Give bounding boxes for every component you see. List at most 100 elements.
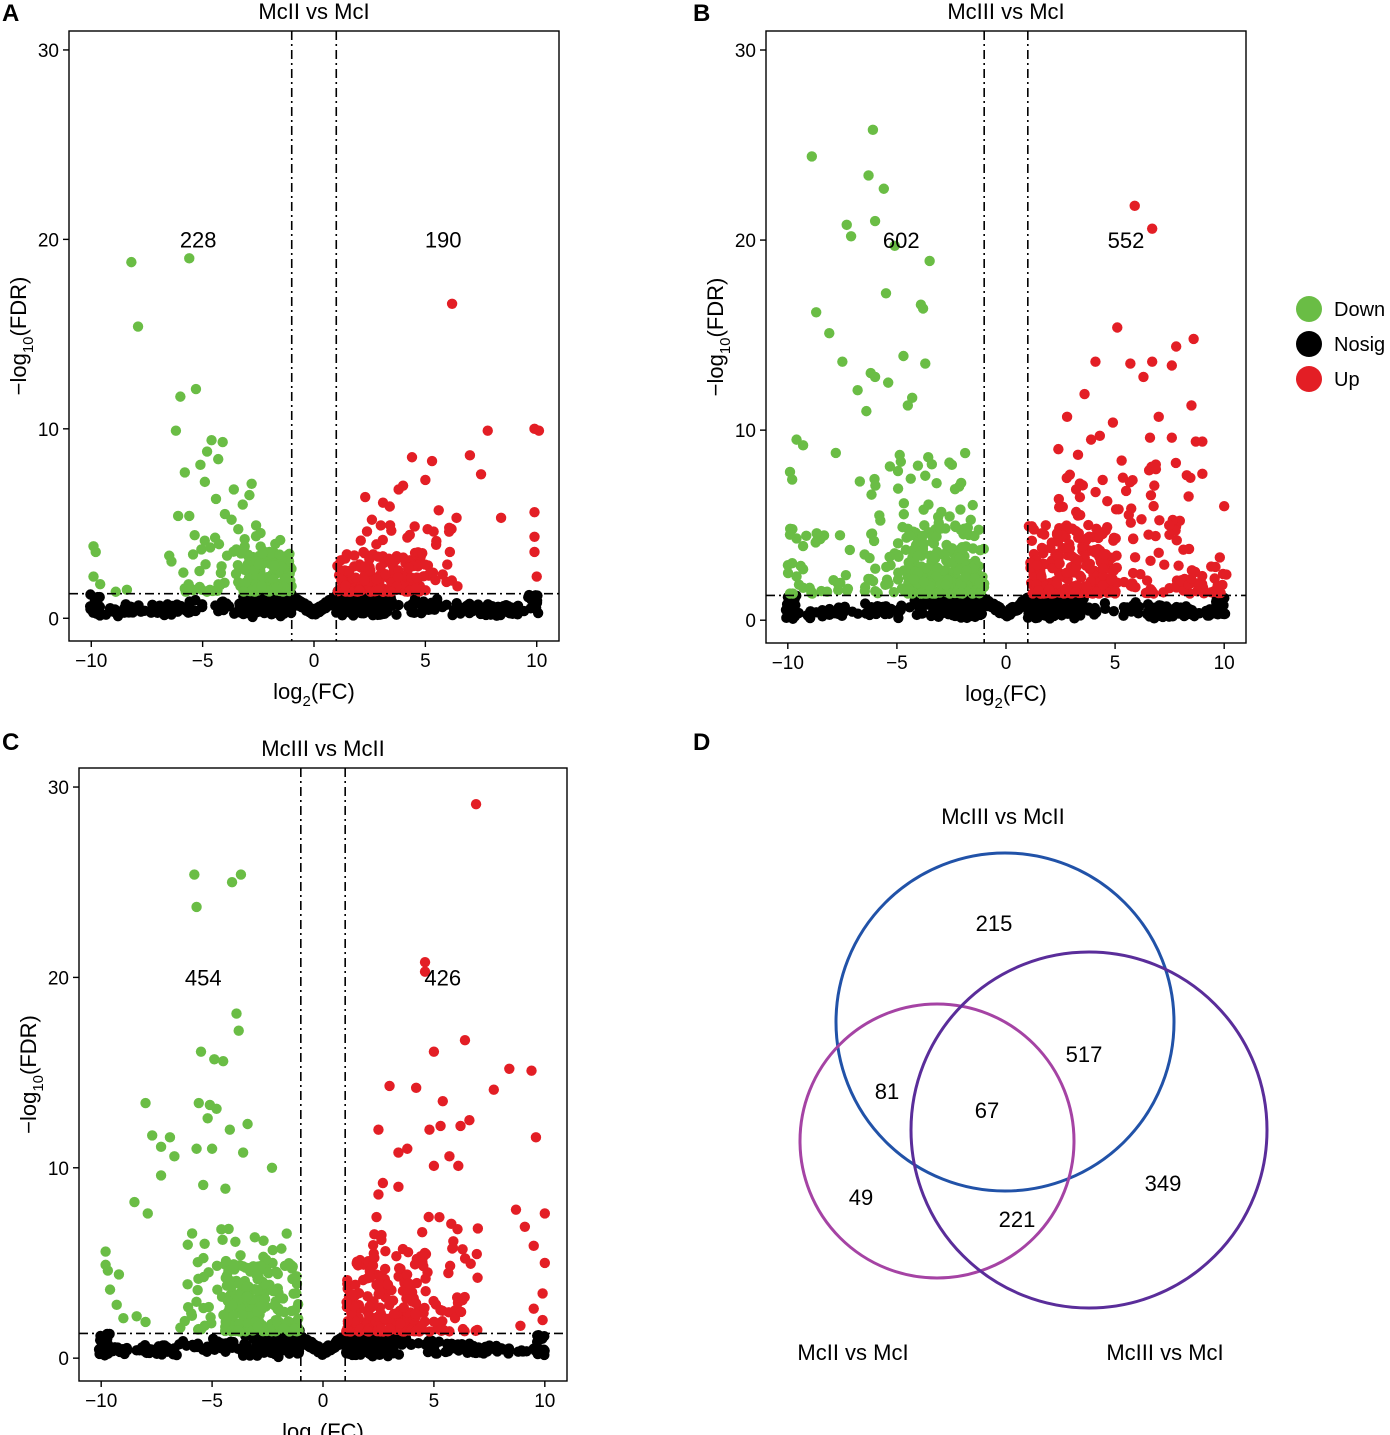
nosig-point bbox=[304, 1337, 315, 1349]
venn-circle-top bbox=[834, 851, 1176, 1193]
nosig-point bbox=[423, 1335, 434, 1347]
up-point bbox=[1040, 520, 1051, 531]
down-point bbox=[973, 524, 984, 536]
up-point bbox=[410, 583, 422, 594]
x-axis-label: log2(FC) bbox=[282, 1419, 364, 1435]
up-point bbox=[464, 450, 476, 461]
down-point bbox=[189, 869, 200, 880]
up-point bbox=[1128, 533, 1139, 544]
up-point bbox=[1053, 443, 1064, 455]
up-point bbox=[342, 1316, 354, 1327]
down-point bbox=[797, 440, 809, 451]
down-point bbox=[212, 1284, 223, 1295]
up-point bbox=[426, 455, 438, 467]
down-point bbox=[292, 1299, 304, 1310]
up-point bbox=[1149, 480, 1160, 491]
up-point bbox=[1117, 472, 1129, 483]
up-point bbox=[393, 484, 404, 495]
down-point bbox=[241, 1291, 253, 1303]
down-point bbox=[902, 585, 914, 597]
up-point bbox=[424, 1124, 435, 1135]
down-point bbox=[955, 477, 967, 489]
up-point bbox=[375, 520, 387, 531]
legend-item-down: Down bbox=[1292, 292, 1390, 322]
up-point bbox=[1183, 491, 1194, 502]
up-point bbox=[406, 452, 418, 463]
x-axis-label-tail: (FC) bbox=[1003, 681, 1047, 706]
down-point bbox=[878, 183, 890, 194]
venn-circle-right bbox=[909, 950, 1269, 1310]
up-point bbox=[1097, 579, 1109, 591]
down-point bbox=[235, 869, 247, 880]
down-point bbox=[941, 539, 952, 551]
down-point bbox=[881, 574, 893, 585]
nosig-point bbox=[393, 1349, 405, 1360]
down-point bbox=[835, 577, 846, 589]
down-point bbox=[198, 1179, 209, 1191]
up-point bbox=[355, 535, 366, 546]
down-point bbox=[944, 511, 955, 522]
up-point bbox=[459, 1291, 470, 1303]
down-point bbox=[884, 551, 895, 563]
down-point bbox=[191, 1296, 202, 1308]
up-point bbox=[1170, 341, 1182, 352]
down-point bbox=[192, 1324, 204, 1335]
nosig-point bbox=[500, 600, 512, 611]
down-point bbox=[258, 1235, 269, 1246]
down-point bbox=[191, 901, 202, 913]
up-point bbox=[455, 1120, 466, 1132]
down-point bbox=[892, 549, 903, 560]
up-point bbox=[423, 1211, 434, 1223]
up-point bbox=[420, 474, 431, 486]
down-point bbox=[931, 531, 942, 542]
up-point bbox=[410, 1298, 422, 1309]
legend-label-nosig: Nosig bbox=[1334, 334, 1386, 356]
up-point bbox=[1097, 563, 1109, 574]
down-point bbox=[228, 1260, 240, 1271]
down-point bbox=[830, 447, 842, 459]
nosig-point bbox=[1130, 597, 1141, 608]
down-point bbox=[256, 1301, 267, 1312]
nosig-point bbox=[480, 609, 492, 621]
down-point bbox=[266, 1162, 278, 1173]
down-point bbox=[246, 478, 257, 489]
up-point bbox=[384, 1323, 396, 1334]
up-point bbox=[510, 1204, 522, 1215]
x-tick-label: −5 bbox=[886, 653, 908, 674]
down-point bbox=[241, 1281, 252, 1293]
down-point bbox=[898, 509, 910, 520]
up-point bbox=[459, 1035, 471, 1046]
up-point bbox=[1145, 490, 1157, 501]
x-tick-label: 10 bbox=[526, 651, 547, 672]
down-point bbox=[275, 1306, 287, 1317]
up-point bbox=[1135, 568, 1146, 580]
down-point bbox=[189, 529, 200, 541]
down-point bbox=[291, 1287, 302, 1299]
up-point bbox=[395, 1318, 406, 1329]
down-point bbox=[276, 1243, 287, 1254]
up-point bbox=[367, 1240, 379, 1251]
up-point bbox=[351, 1258, 362, 1269]
nosig-point bbox=[181, 1340, 192, 1351]
x-axis-label-sub: 2 bbox=[312, 1433, 320, 1435]
down-point bbox=[230, 568, 242, 580]
up-point bbox=[419, 559, 431, 570]
up-point bbox=[1127, 581, 1138, 592]
nosig-point bbox=[533, 1329, 544, 1341]
up-point bbox=[488, 1084, 499, 1095]
down-point bbox=[220, 1272, 231, 1284]
down-point bbox=[840, 569, 852, 581]
plot-title: McIII vs McII bbox=[261, 736, 384, 761]
down-point bbox=[196, 544, 207, 555]
down-point bbox=[187, 549, 199, 560]
down-point bbox=[239, 533, 250, 545]
y-axis-label-sub: 10 bbox=[30, 1075, 47, 1092]
up-point bbox=[1113, 504, 1124, 515]
up-point bbox=[437, 1305, 448, 1317]
down-point bbox=[967, 543, 979, 554]
down-point bbox=[869, 371, 881, 383]
down-point bbox=[237, 499, 248, 510]
nosig-point bbox=[478, 1348, 489, 1359]
nosig-point bbox=[159, 608, 170, 620]
nosig-point bbox=[523, 589, 535, 601]
